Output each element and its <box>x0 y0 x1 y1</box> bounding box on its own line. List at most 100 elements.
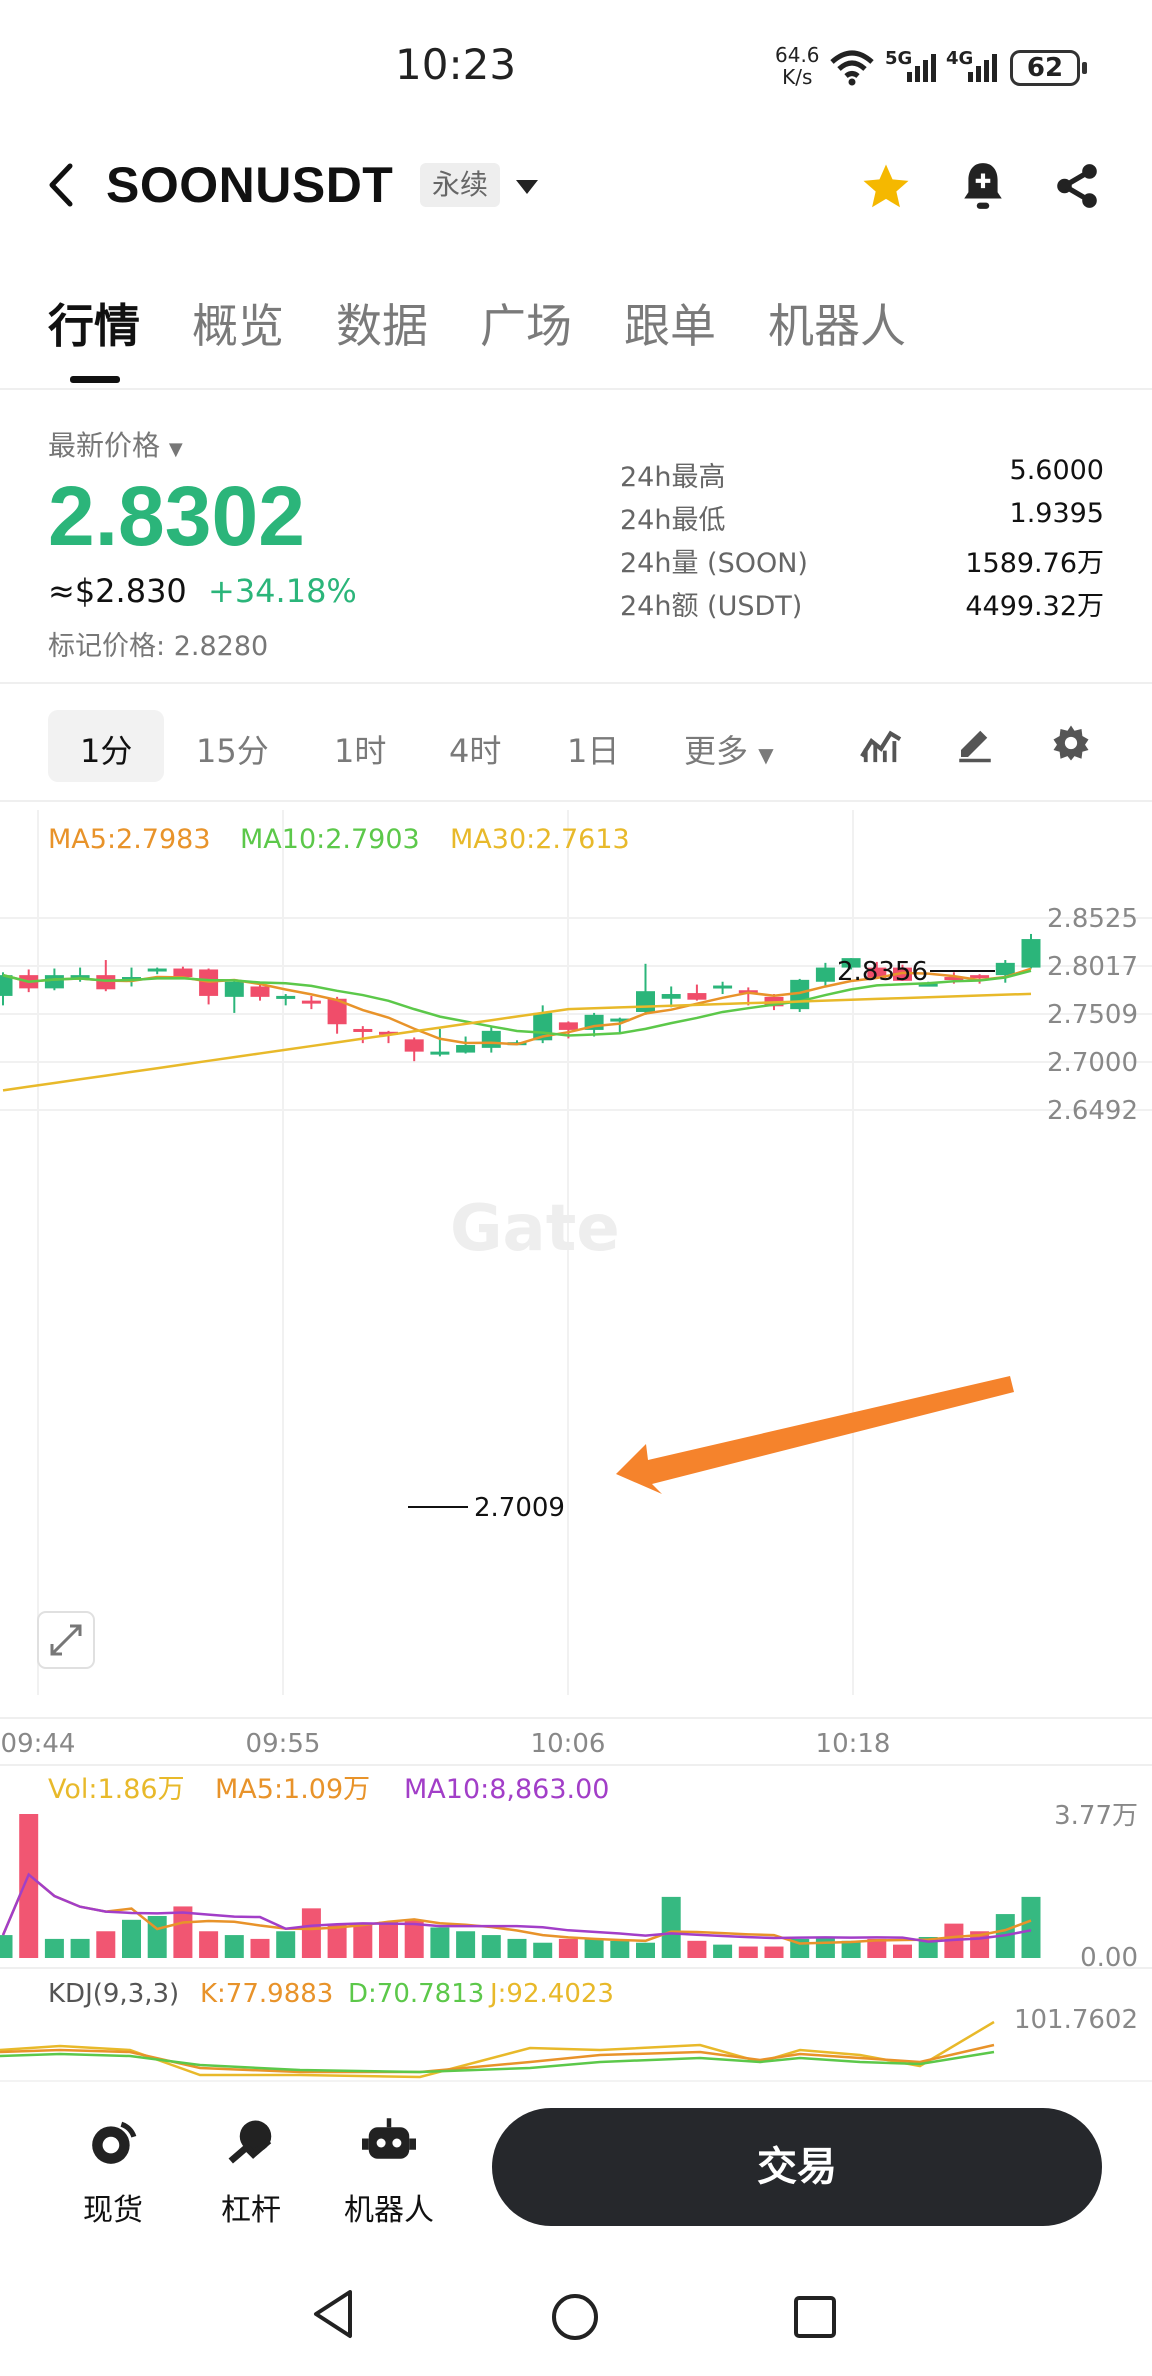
kdj-j-legend: J:92.4023 <box>488 1979 614 2009</box>
volume-bar <box>224 1935 244 1958</box>
stat-label-24h-turnover: 24h额 (USDT) <box>620 591 803 622</box>
candle-body <box>327 998 347 1025</box>
vol-ma10-line <box>1 1872 1032 1943</box>
volume-bar <box>841 1940 861 1958</box>
volume-bar <box>379 1921 398 1958</box>
stat-label-24h-high: 24h最高 <box>620 462 726 493</box>
vol-max-tick: 3.77万 <box>1054 1801 1138 1831</box>
signal-5g-label: 5G <box>885 48 913 69</box>
candle-body <box>379 1031 398 1035</box>
signal-bars-icon-2 <box>968 54 997 82</box>
latest-price-label[interactable]: 最新价格 ▼ <box>48 429 183 462</box>
status-time: 10:23 <box>395 40 517 89</box>
back-arrow-icon[interactable] <box>46 162 76 208</box>
volume-bar <box>867 1938 887 1958</box>
kdj-title: KDJ(9,3,3) <box>48 1979 179 2009</box>
candle-body <box>353 1028 373 1032</box>
candle-body <box>276 995 296 999</box>
bottom-nav-bots[interactable]: 机器人 <box>344 2193 434 2228</box>
candle-body <box>841 958 861 968</box>
mark-price: 标记价格: 2.8280 <box>48 631 269 662</box>
volume-bar <box>610 1940 630 1958</box>
candle-body <box>970 975 990 979</box>
stat-label-24h-low: 24h最低 <box>620 505 726 536</box>
tab-square[interactable]: 广场 <box>480 299 572 353</box>
system-recents-icon[interactable] <box>792 2294 838 2340</box>
wifi-icon <box>830 50 874 86</box>
volume-bar <box>507 1938 527 1958</box>
spot-coin-icon[interactable] <box>88 2118 138 2168</box>
volume-bar <box>558 1938 578 1958</box>
interval-15m[interactable]: 15分 <box>196 732 269 770</box>
candle-body <box>430 1051 450 1055</box>
interval-active-bg <box>48 710 164 782</box>
bottom-nav-margin[interactable]: 杠杆 <box>221 2193 281 2228</box>
stat-value-24h-turnover: 4499.32万 <box>965 591 1104 622</box>
tab-overview[interactable]: 概览 <box>192 299 284 353</box>
volume-bar <box>815 1936 835 1958</box>
price-alert-bell-icon[interactable] <box>958 158 1008 214</box>
tab-data[interactable]: 数据 <box>336 299 428 353</box>
system-back-icon[interactable] <box>310 2288 356 2340</box>
kline-chart[interactable]: MA5:2.7983 MA10:2.7903 MA30:2.7613 Gate … <box>0 790 1152 2080</box>
volume-bar <box>404 1919 424 1958</box>
symbol-title[interactable]: SOONUSDT <box>106 157 394 213</box>
vol-ma5-legend: MA5:1.09万 <box>215 1774 370 1805</box>
tab-copy-trade[interactable]: 跟单 <box>624 299 716 353</box>
annotation-arrow <box>616 1376 1014 1494</box>
y-tick-label: 2.8017 <box>1047 952 1138 982</box>
candle-body <box>661 994 681 999</box>
divider <box>0 682 1152 684</box>
candle-body <box>224 981 244 997</box>
volume-bar <box>173 1906 193 1958</box>
volume-bar <box>0 1935 13 1958</box>
interval-more[interactable]: 更多 ▼ <box>684 732 774 770</box>
candle-body <box>70 975 90 979</box>
robot-icon[interactable] <box>362 2116 416 2170</box>
volume-bar <box>764 1946 784 1958</box>
tab-bots[interactable]: 机器人 <box>768 299 906 353</box>
indicator-icon[interactable] <box>858 722 904 764</box>
signal-bars-icon <box>907 54 936 82</box>
candle-body <box>44 975 64 989</box>
volume-bar <box>353 1923 373 1958</box>
bottom-nav-spot[interactable]: 现货 <box>83 2193 143 2228</box>
chart-settings-gear-icon[interactable] <box>1050 722 1092 764</box>
symbol-dropdown-icon[interactable] <box>514 178 540 196</box>
candle-body <box>893 967 912 981</box>
last-price: 2.8302 <box>48 469 305 563</box>
ma30-legend: MA30:2.7613 <box>450 824 630 855</box>
margin-leverage-icon[interactable] <box>224 2116 278 2170</box>
volume-bar <box>893 1944 912 1958</box>
interval-1d[interactable]: 1日 <box>567 732 620 770</box>
vol-ma10-legend: MA10:8,863.00 <box>404 1774 609 1805</box>
volume-bar <box>327 1923 347 1958</box>
volume-bar <box>96 1931 116 1958</box>
interval-1h[interactable]: 1时 <box>334 732 387 770</box>
interval-4h[interactable]: 4时 <box>449 732 502 770</box>
candle-body <box>918 983 938 987</box>
y-tick-label: 2.7000 <box>1047 1048 1138 1078</box>
candle-body <box>944 977 964 981</box>
interval-1m[interactable]: 1分 <box>80 732 133 770</box>
low-price-label: 2.7009 <box>474 1493 565 1523</box>
candle-body <box>0 975 13 996</box>
y-tick-label: 2.8525 <box>1047 904 1138 934</box>
kdj-k-legend: K:77.9883 <box>200 1979 333 2009</box>
candle-body <box>122 977 141 981</box>
candle-body <box>481 1030 501 1048</box>
system-home-icon[interactable] <box>550 2292 600 2342</box>
candle-body <box>250 986 270 997</box>
x-tick-label: 10:06 <box>531 1729 606 1759</box>
ma5-legend: MA5:2.7983 <box>48 824 211 855</box>
draw-pencil-icon[interactable] <box>954 722 996 764</box>
expand-chart-icon[interactable] <box>37 1611 95 1669</box>
candle-body <box>456 1045 476 1053</box>
share-icon[interactable] <box>1052 160 1102 212</box>
tab-market[interactable]: 行情 <box>48 299 140 353</box>
candle-body <box>147 968 167 972</box>
favorite-star-icon[interactable] <box>858 160 914 214</box>
high-price-label: 2.8356 <box>837 957 928 987</box>
divider <box>0 2080 1152 2082</box>
trade-button[interactable]: 交易 <box>492 2108 1102 2226</box>
